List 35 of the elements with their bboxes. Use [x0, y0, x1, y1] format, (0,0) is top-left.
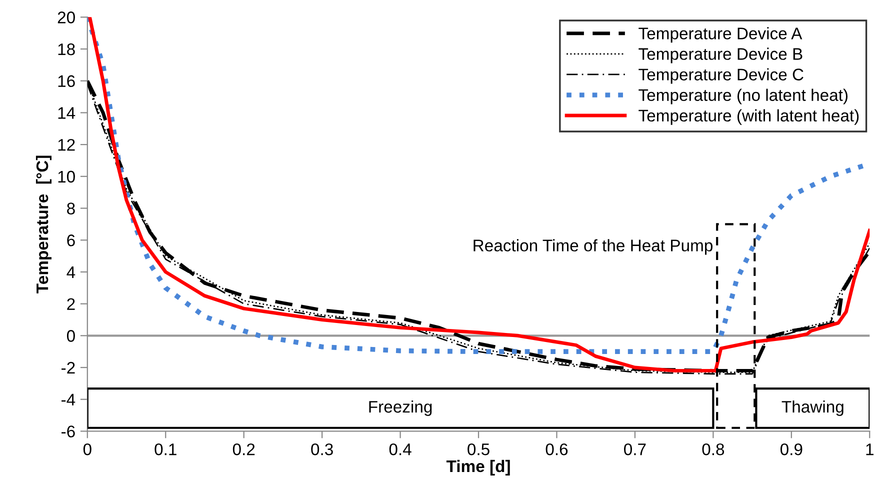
legend-label: Temperature (no latent heat): [638, 88, 848, 104]
annotation: Reaction Time of the Heat Pump: [474, 239, 712, 255]
legend-label: Temperature (with latent heat): [638, 109, 859, 125]
annotation: Freezing: [369, 400, 432, 416]
x-tick-label: 0: [83, 443, 92, 456]
y-axis-title: Temperature [°C]: [36, 156, 52, 294]
legend-label: Temperature Device C: [638, 68, 804, 84]
y-tick-label: 6: [67, 234, 75, 246]
legend-label: Temperature Device A: [638, 27, 802, 43]
x-tick-label: 0.3: [311, 443, 333, 456]
y-tick-label: 8: [67, 202, 75, 214]
x-tick-label: 1: [866, 444, 874, 456]
y-tick-label: -4: [62, 394, 76, 406]
x-axis-title: Time [d]: [446, 460, 510, 476]
y-tick-label: 2: [67, 298, 75, 310]
y-tick-label: 12: [58, 138, 75, 151]
y-tick-label: -2: [62, 362, 75, 374]
x-tick-label: 0.4: [389, 443, 412, 456]
x-tick-label: 0.6: [546, 443, 568, 456]
y-tick-label: -6: [62, 426, 75, 438]
annotation: Thawing: [782, 400, 844, 416]
y-tick-label: 10: [58, 170, 75, 183]
y-tick-label: 4: [66, 266, 76, 278]
y-tick-label: 20: [58, 12, 75, 24]
x-tick-label: 0.8: [702, 443, 724, 456]
y-tick-label: 18: [58, 43, 75, 56]
y-tick-label: 16: [58, 75, 75, 88]
y-tick-label: 0: [66, 330, 75, 342]
x-tick-label: 0.2: [232, 443, 255, 456]
y-tick-label: 14: [58, 107, 76, 119]
x-tick-label: 0.9: [780, 443, 802, 456]
legend-label: Temperature Device B: [638, 48, 802, 64]
x-tick-label: 0.5: [468, 443, 490, 456]
x-tick-label: 0.7: [624, 443, 646, 456]
x-tick-label: 0.1: [154, 443, 176, 456]
